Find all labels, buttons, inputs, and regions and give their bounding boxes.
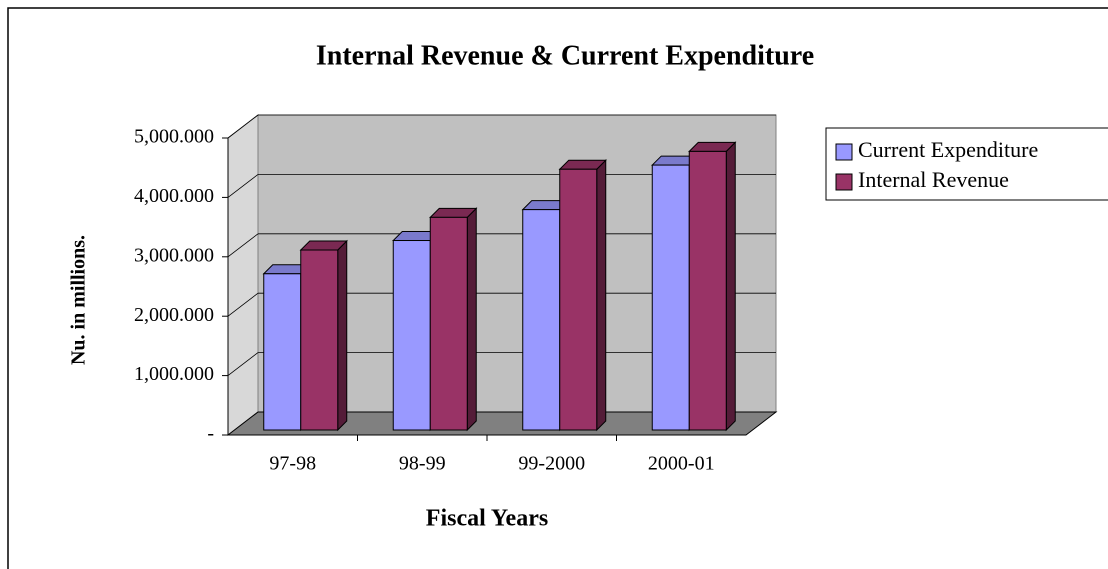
legend-label: Current Expenditure	[858, 137, 1038, 162]
y-tick-label: 3,000.000	[134, 244, 214, 266]
y-tick-label: 5,000.000	[134, 126, 214, 148]
bar-side	[337, 239, 348, 432]
x-tick-label: 99-2000	[518, 453, 585, 475]
bar	[429, 216, 468, 431]
bar	[300, 249, 339, 431]
bar	[522, 209, 561, 431]
grid-line	[227, 233, 259, 258]
y-axis-title: Nu. in millions.	[68, 235, 90, 365]
grid-line	[227, 292, 259, 317]
bar-side	[466, 207, 477, 432]
y-tick-label: 2,000.000	[134, 304, 214, 326]
x-tick-label: 2000-01	[648, 453, 715, 475]
bar	[651, 164, 690, 431]
side-wall	[227, 113, 259, 437]
y-tick-label: -	[207, 423, 214, 445]
bar	[392, 240, 431, 431]
x-tick-label: 98-99	[399, 453, 446, 475]
x-tick-label: 97-98	[269, 453, 316, 475]
legend-box	[825, 127, 1108, 201]
x-axis-title: Fiscal Years	[426, 506, 548, 532]
bar	[559, 168, 598, 431]
y-tick-label: 1,000.000	[134, 363, 214, 385]
grid-line	[227, 114, 259, 139]
grid-line	[227, 174, 259, 198]
legend-label: Internal Revenue	[858, 167, 1009, 192]
grid-line	[227, 352, 259, 376]
bar	[688, 150, 727, 431]
y-tick-label: 4,000.000	[134, 185, 214, 207]
bar	[263, 273, 302, 431]
legend-swatch	[835, 173, 853, 191]
bar-side	[725, 141, 736, 432]
legend-swatch	[835, 143, 853, 161]
bar-side	[596, 159, 607, 432]
chart-title: Internal Revenue & Current Expenditure	[316, 40, 814, 71]
